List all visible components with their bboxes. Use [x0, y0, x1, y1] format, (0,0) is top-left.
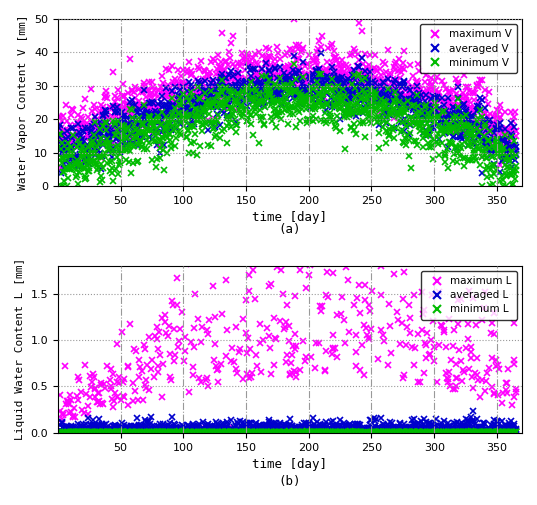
minimum V — [280, 93, 287, 99]
minimum L — [403, 430, 409, 436]
maximum V — [187, 72, 194, 78]
averaged V — [377, 91, 383, 97]
averaged V — [55, 125, 62, 131]
Line: maximum V: maximum V — [56, 16, 519, 171]
averaged L — [513, 428, 519, 434]
maximum L — [403, 428, 409, 434]
minimum V — [55, 131, 62, 137]
averaged L — [470, 408, 476, 414]
maximum V — [57, 165, 64, 171]
maximum L — [204, 430, 211, 436]
averaged L — [465, 419, 471, 425]
Line: minimum L: minimum L — [57, 428, 519, 436]
minimum V — [377, 102, 383, 108]
Line: minimum V: minimum V — [56, 62, 519, 189]
minimum L — [465, 429, 471, 435]
minimum L — [419, 430, 425, 436]
averaged L — [249, 427, 256, 433]
maximum V — [55, 113, 62, 119]
minimum V — [57, 183, 64, 189]
averaged V — [356, 83, 362, 89]
maximum V — [106, 125, 113, 131]
Y-axis label: Water Vapor Content V [mm]: Water Vapor Content V [mm] — [18, 15, 28, 190]
Line: averaged L: averaged L — [57, 409, 519, 436]
Text: (a): (a) — [279, 223, 301, 236]
maximum L — [475, 430, 482, 436]
X-axis label: time [day]: time [day] — [252, 212, 328, 224]
Text: (b): (b) — [279, 475, 301, 488]
minimum V — [512, 163, 519, 169]
maximum L — [249, 370, 255, 376]
minimum L — [56, 430, 63, 436]
Legend: maximum L, averaged L, minimum L: maximum L, averaged L, minimum L — [421, 271, 517, 320]
averaged V — [280, 88, 287, 94]
averaged V — [106, 135, 113, 141]
averaged L — [202, 428, 209, 434]
Y-axis label: Liquid Water Content L [mm]: Liquid Water Content L [mm] — [15, 258, 25, 440]
minimum V — [187, 112, 194, 118]
Line: averaged V: averaged V — [56, 50, 519, 176]
maximum L — [513, 428, 519, 434]
averaged V — [329, 80, 335, 86]
Legend: maximum V, averaged V, minimum V: maximum V, averaged V, minimum V — [419, 24, 517, 73]
maximum V — [291, 16, 297, 22]
minimum V — [291, 61, 297, 67]
maximum L — [177, 258, 184, 264]
minimum V — [356, 90, 362, 96]
averaged L — [64, 426, 71, 432]
maximum L — [56, 429, 63, 435]
maximum V — [377, 66, 383, 72]
averaged V — [187, 94, 194, 100]
Line: maximum L: maximum L — [57, 259, 519, 436]
minimum V — [329, 93, 335, 99]
minimum L — [202, 429, 209, 435]
averaged L — [454, 429, 461, 435]
X-axis label: time [day]: time [day] — [252, 458, 328, 471]
averaged L — [403, 429, 409, 435]
averaged L — [291, 430, 297, 436]
averaged V — [57, 170, 64, 176]
maximum V — [512, 128, 519, 134]
minimum L — [455, 430, 461, 436]
minimum L — [64, 430, 71, 436]
maximum V — [329, 60, 335, 66]
averaged V — [318, 50, 324, 56]
averaged L — [56, 430, 63, 436]
maximum V — [356, 57, 362, 63]
maximum L — [64, 397, 71, 403]
minimum L — [249, 429, 256, 435]
maximum L — [454, 297, 461, 303]
minimum V — [106, 159, 113, 165]
maximum V — [280, 73, 287, 79]
minimum L — [513, 429, 519, 435]
averaged V — [512, 152, 519, 158]
maximum L — [465, 321, 471, 327]
minimum L — [347, 428, 354, 434]
